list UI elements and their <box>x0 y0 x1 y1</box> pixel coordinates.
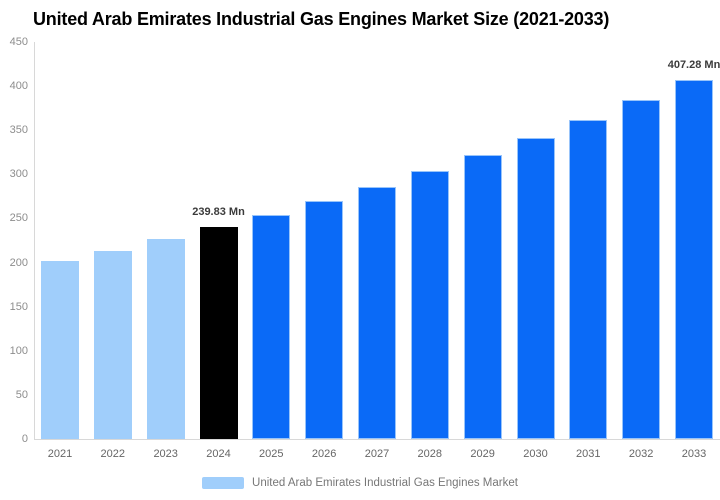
x-axis-label-2024: 2024 <box>206 448 231 460</box>
y-axis-label-300: 300 <box>9 168 28 181</box>
y-axis-line <box>34 42 35 439</box>
y-axis-label-50: 50 <box>15 388 28 401</box>
legend-item[interactable]: United Arab Emirates Industrial Gas Engi… <box>0 472 720 494</box>
x-axis-label-2027: 2027 <box>364 448 390 460</box>
x-axis-label-2032: 2032 <box>628 448 654 460</box>
y-axis-label-450: 450 <box>9 36 28 48</box>
bar-2032[interactable] <box>622 100 661 439</box>
y-axis-label-350: 350 <box>9 124 28 137</box>
x-axis-label-2023: 2023 <box>153 448 178 460</box>
bar-2030[interactable] <box>516 137 555 439</box>
y-axis-label-150: 150 <box>9 300 28 313</box>
x-axis-label-2028: 2028 <box>417 448 443 460</box>
x-axis-label-2031: 2031 <box>576 448 601 460</box>
bar-2023[interactable] <box>146 239 185 439</box>
x-axis-label-2029: 2029 <box>470 448 495 460</box>
bar-2031[interactable] <box>569 119 608 439</box>
bar-2025[interactable] <box>252 214 291 439</box>
chart-title: United Arab Emirates Industrial Gas Engi… <box>33 9 610 29</box>
y-axis-label-100: 100 <box>9 344 28 357</box>
y-axis-label-0: 0 <box>21 433 28 445</box>
x-axis-label-2025: 2025 <box>259 448 284 460</box>
legend-swatch <box>202 477 245 489</box>
bar-2027[interactable] <box>358 186 396 439</box>
x-axis-label-2022: 2022 <box>100 448 126 460</box>
data-label-2024: 239.83 Mn <box>192 206 245 219</box>
bar-2022[interactable] <box>93 250 132 439</box>
x-axis-label-2026: 2026 <box>311 448 337 460</box>
bar-2026[interactable] <box>305 201 344 439</box>
y-axis-label-250: 250 <box>9 212 28 225</box>
bar-2033[interactable] <box>675 79 713 439</box>
bar-2029[interactable] <box>463 155 502 439</box>
x-axis-label-2030: 2030 <box>523 448 548 460</box>
bar-2028[interactable] <box>410 171 449 439</box>
y-axis-label-200: 200 <box>9 256 28 269</box>
bar-2021[interactable] <box>41 261 79 439</box>
x-axis-line <box>34 439 720 440</box>
y-axis-label-400: 400 <box>9 80 28 93</box>
x-axis-label-2033: 2033 <box>681 448 707 460</box>
x-axis-label-2021: 2021 <box>47 448 73 460</box>
bar-2024[interactable] <box>199 227 238 439</box>
legend-label: United Arab Emirates Industrial Gas Engi… <box>252 477 518 489</box>
data-label-2033: 407.28 Mn <box>667 58 720 71</box>
